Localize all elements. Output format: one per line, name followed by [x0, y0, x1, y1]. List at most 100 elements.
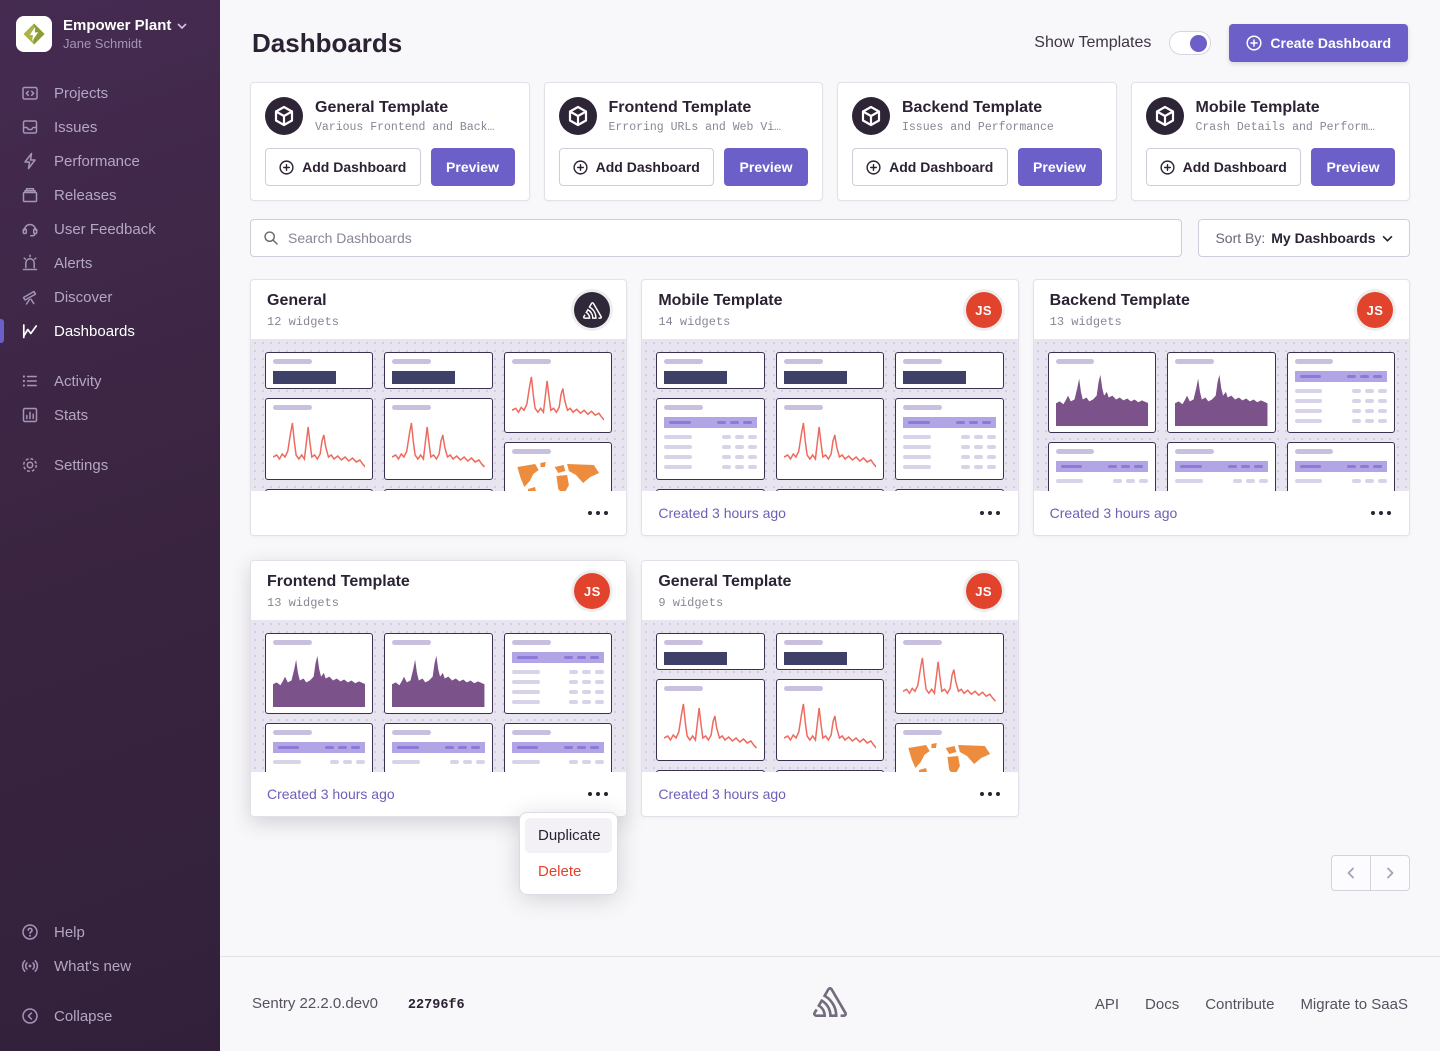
sidebar-item-releases[interactable]: Releases: [0, 178, 220, 212]
sidebar-item-projects[interactable]: Projects: [0, 76, 220, 110]
dashboards-grid: General 12 widgets: [250, 279, 1410, 817]
template-subtitle: Issues and Performance: [902, 120, 1054, 134]
add-dashboard-button[interactable]: Add Dashboard: [558, 148, 714, 186]
next-page-button[interactable]: [1370, 855, 1410, 891]
sort-by-dropdown[interactable]: Sort By: My Dashboards: [1198, 219, 1410, 257]
template-subtitle: Erroring URLs and Web Vi…: [608, 120, 782, 134]
menu-item-duplicate[interactable]: Duplicate: [525, 818, 612, 853]
widget-table: [656, 398, 765, 480]
dashboard-preview: [1033, 339, 1409, 491]
sort-by-value: My Dashboards: [1271, 230, 1376, 246]
widget-area-chart: [265, 633, 374, 714]
dashboard-title: Backend Template: [1049, 292, 1190, 309]
widget-big-number: [656, 352, 765, 389]
widget-world-map: [503, 442, 613, 491]
created-label: Created 3 hours ago: [658, 786, 786, 802]
sidebar-collapse-button[interactable]: Collapse: [0, 999, 220, 1033]
sidebar-item-settings[interactable]: Settings: [0, 448, 220, 482]
dashboard-title: General Template: [658, 573, 792, 590]
widget-big-number: [656, 633, 765, 670]
sidebar-item-label: Dashboards: [54, 322, 135, 340]
sidebar-item-issues[interactable]: Issues: [0, 110, 220, 144]
search-icon: [264, 231, 278, 245]
created-label: Created 3 hours ago: [1049, 505, 1178, 521]
template-cube-icon: [852, 97, 890, 135]
previous-page-button[interactable]: [1331, 855, 1371, 891]
template-cube-icon: [558, 97, 597, 135]
context-menu: Duplicate Delete: [519, 812, 618, 895]
dashboard-widget-count: 13 widgets: [267, 596, 340, 610]
footer-link-api[interactable]: API: [1094, 995, 1120, 1013]
discover-icon: [20, 288, 40, 306]
widget-table: [384, 723, 493, 772]
dashboard-title: General: [267, 292, 327, 309]
dashboard-card-mobile-template[interactable]: Mobile Template 14 widgets JS: [641, 279, 1019, 536]
projects-icon: [20, 84, 40, 102]
dashboards-page: Dashboards Show Templates Create Dashboa…: [220, 0, 1440, 956]
chevron-down-icon: [1382, 235, 1392, 242]
create-dashboard-button[interactable]: Create Dashboard: [1229, 24, 1408, 62]
template-cube-icon: [265, 97, 303, 135]
org-switcher[interactable]: Empower Plant Jane Schmidt: [0, 16, 220, 52]
sidebar-item-whats-new[interactable]: What's new: [0, 949, 220, 983]
sidebar-item-alerts[interactable]: Alerts: [0, 246, 220, 280]
page-footer: Sentry 22.2.0.dev0 22796f6 API Docs Cont…: [220, 956, 1440, 1051]
footer-link-docs[interactable]: Docs: [1145, 995, 1180, 1013]
widget-area-chart: [1047, 352, 1157, 433]
preview-button[interactable]: Preview: [724, 148, 808, 186]
preview-button[interactable]: Preview: [1017, 148, 1102, 186]
show-templates-label: Show Templates: [1034, 34, 1152, 51]
sidebar-item-activity[interactable]: Activity: [0, 364, 220, 398]
template-card-general: General Template Various Frontend and Ba…: [250, 82, 530, 201]
search-input[interactable]: [288, 230, 1169, 246]
help-icon: [20, 923, 40, 941]
sidebar-item-discover[interactable]: Discover: [0, 280, 220, 314]
template-card-backend: Backend Template Issues and Performance …: [837, 82, 1117, 201]
dashboard-card-backend-template[interactable]: Backend Template 13 widgets JS: [1032, 279, 1410, 536]
footer-link-migrate[interactable]: Migrate to SaaS: [1300, 995, 1408, 1013]
sidebar-nav: Projects Issues Performance Releases Use…: [0, 76, 220, 482]
dashboard-widget-count: 14 widgets: [658, 315, 731, 329]
sidebar-item-user-feedback[interactable]: User Feedback: [0, 212, 220, 246]
dashboard-preview: [642, 620, 1018, 772]
overflow-menu-button[interactable]: [586, 505, 610, 521]
dashboard-preview: [642, 339, 1018, 491]
add-dashboard-button[interactable]: Add Dashboard: [852, 148, 1008, 186]
template-title: Frontend Template: [608, 98, 752, 116]
add-dashboard-button[interactable]: Add Dashboard: [1145, 148, 1301, 186]
sentry-version: Sentry 22.2.0.dev0: [252, 995, 378, 1012]
show-templates-toggle[interactable]: [1169, 31, 1212, 55]
dashboard-card-general[interactable]: General 12 widgets: [250, 279, 628, 536]
preview-button[interactable]: Preview: [1311, 148, 1395, 186]
dashboard-widget-count: 13 widgets: [1049, 315, 1122, 329]
add-dashboard-button[interactable]: Add Dashboard: [265, 148, 421, 186]
dashboards-icon: [20, 322, 40, 340]
pagination: [250, 855, 1410, 891]
widget-line-chart: [775, 398, 885, 480]
user-avatar: JS: [965, 573, 1002, 609]
sidebar-item-performance[interactable]: Performance: [0, 144, 220, 178]
overflow-menu-button[interactable]: [586, 786, 610, 802]
template-subtitle: Various Frontend and Back…: [315, 120, 495, 134]
sidebar-item-help[interactable]: Help: [0, 915, 220, 949]
dashboard-card-frontend-template[interactable]: Frontend Template 13 widgets JS: [250, 560, 628, 817]
user-feedback-icon: [20, 220, 40, 238]
sidebar-item-stats[interactable]: Stats: [0, 398, 220, 432]
footer-link-contribute[interactable]: Contribute: [1205, 995, 1275, 1013]
plus-circle-icon: [573, 159, 588, 175]
overflow-menu-button[interactable]: [978, 786, 1002, 802]
widget-partial: [656, 489, 765, 491]
widget-line-chart: [656, 679, 765, 761]
widget-world-map: [895, 723, 1004, 772]
menu-item-delete[interactable]: Delete: [538, 863, 582, 880]
preview-button[interactable]: Preview: [430, 148, 515, 186]
org-name: Empower Plant: [63, 17, 172, 34]
sentry-logo[interactable]: [813, 987, 847, 1021]
widget-partial: [775, 770, 885, 772]
sidebar-item-label: Activity: [54, 372, 102, 390]
overflow-menu-button[interactable]: [978, 505, 1002, 521]
overflow-menu-button[interactable]: [1369, 505, 1393, 521]
dashboard-card-general-template[interactable]: General Template 9 widgets JS: [641, 560, 1019, 817]
sidebar-item-dashboards[interactable]: Dashboards: [0, 314, 220, 348]
widget-table: [503, 633, 613, 714]
